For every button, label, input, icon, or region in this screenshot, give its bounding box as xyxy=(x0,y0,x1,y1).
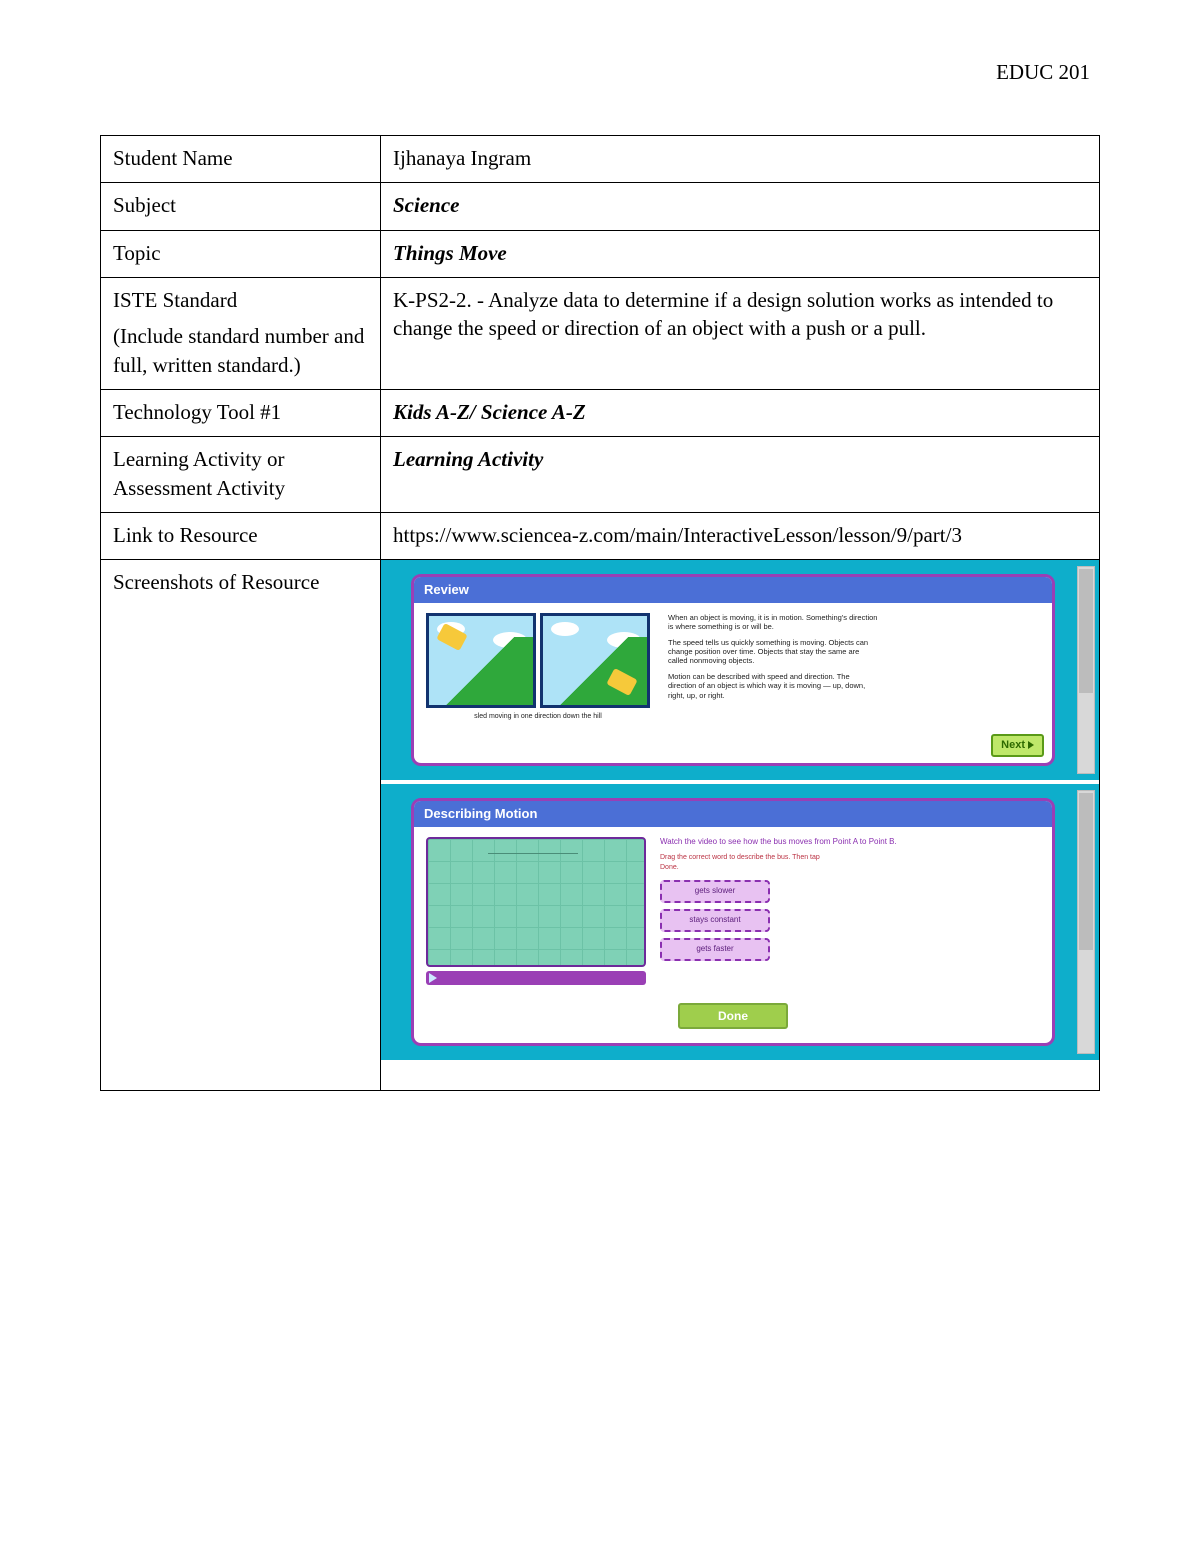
dm-panel: Describing Motion xyxy=(411,798,1055,1046)
review-image-2 xyxy=(540,613,650,708)
review-panel: Review xyxy=(411,574,1055,766)
option-gets-slower[interactable]: gets slower xyxy=(660,880,770,903)
scrollbar-thumb[interactable] xyxy=(1079,793,1093,950)
table-row: Screenshots of Resource Review xyxy=(101,560,1100,1090)
review-images: sled moving in one direction down the hi… xyxy=(426,613,650,721)
value-activity: Learning Activity xyxy=(381,437,1100,513)
scrollbar-thumb[interactable] xyxy=(1079,569,1093,692)
review-caption: sled moving in one direction down the hi… xyxy=(426,712,650,721)
review-text-p3: Motion can be described with speed and d… xyxy=(668,672,878,700)
screenshot-review: Review xyxy=(381,560,1099,780)
scrollbar[interactable] xyxy=(1077,790,1095,1054)
table-row: Technology Tool #1 Kids A-Z/ Science A-Z xyxy=(101,390,1100,437)
label-subject: Subject xyxy=(101,183,381,230)
value-topic: Things Move xyxy=(381,230,1100,277)
value-student-name: Ijhanaya Ingram xyxy=(381,136,1100,183)
dm-heading: Watch the video to see how the bus moves… xyxy=(660,837,897,848)
video-grid[interactable] xyxy=(426,837,646,967)
done-button[interactable]: Done xyxy=(678,1003,788,1029)
review-text: When an object is moving, it is in motio… xyxy=(668,613,878,706)
table-row: Link to Resource https://www.sciencea-z.… xyxy=(101,513,1100,560)
value-topic-text: Things Move xyxy=(393,241,507,265)
table-row: Student Name Ijhanaya Ingram xyxy=(101,136,1100,183)
info-table: Student Name Ijhanaya Ingram Subject Sci… xyxy=(100,135,1100,1091)
dm-title: Describing Motion xyxy=(414,801,1052,827)
value-iste: K-PS2-2. - Analyze data to determine if … xyxy=(381,278,1100,390)
next-button-label: Next xyxy=(1001,739,1025,751)
screenshots-cell: Review xyxy=(381,560,1100,1090)
label-tech-tool: Technology Tool #1 xyxy=(101,390,381,437)
review-body: sled moving in one direction down the hi… xyxy=(414,603,1052,763)
value-activity-text: Learning Activity xyxy=(393,447,543,471)
value-subject: Science xyxy=(381,183,1100,230)
spacer xyxy=(381,1060,1099,1090)
label-iste-line2: (Include standard number and full, writt… xyxy=(113,322,368,379)
option-gets-faster[interactable]: gets faster xyxy=(660,938,770,961)
review-text-p1: When an object is moving, it is in motio… xyxy=(668,613,878,632)
screenshot-describing-motion: Describing Motion xyxy=(381,784,1099,1060)
table-row: Learning Activity or Assessment Activity… xyxy=(101,437,1100,513)
table-row: Subject Science xyxy=(101,183,1100,230)
document-page: EDUC 201 Student Name Ijhanaya Ingram Su… xyxy=(0,0,1200,1553)
label-iste: ISTE Standard (Include standard number a… xyxy=(101,278,381,390)
label-activity: Learning Activity or Assessment Activity xyxy=(101,437,381,513)
scrollbar[interactable] xyxy=(1077,566,1095,774)
label-topic: Topic xyxy=(101,230,381,277)
review-text-p2: The speed tells us quickly something is … xyxy=(668,638,878,666)
review-image-1 xyxy=(426,613,536,708)
course-header: EDUC 201 xyxy=(100,60,1100,85)
dm-left xyxy=(426,837,646,985)
label-screenshots: Screenshots of Resource xyxy=(101,560,381,1090)
option-stays-constant[interactable]: stays constant xyxy=(660,909,770,932)
dm-sub: Drag the correct word to describe the bu… xyxy=(660,853,820,872)
value-subject-text: Science xyxy=(393,193,459,217)
value-tech-tool-text: Kids A-Z/ Science A-Z xyxy=(393,400,586,424)
label-iste-line1: ISTE Standard xyxy=(113,286,368,314)
label-student-name: Student Name xyxy=(101,136,381,183)
screenshots-area: Review xyxy=(381,560,1099,1089)
dm-body: Watch the video to see how the bus moves… xyxy=(414,827,1052,1043)
review-title: Review xyxy=(414,577,1052,603)
label-link: Link to Resource xyxy=(101,513,381,560)
table-row: ISTE Standard (Include standard number a… xyxy=(101,278,1100,390)
play-bar[interactable] xyxy=(426,971,646,985)
table-row: Topic Things Move xyxy=(101,230,1100,277)
value-tech-tool: Kids A-Z/ Science A-Z xyxy=(381,390,1100,437)
value-link: https://www.sciencea-z.com/main/Interact… xyxy=(381,513,1100,560)
dm-right: Watch the video to see how the bus moves… xyxy=(660,837,897,967)
next-button[interactable]: Next xyxy=(991,734,1044,757)
